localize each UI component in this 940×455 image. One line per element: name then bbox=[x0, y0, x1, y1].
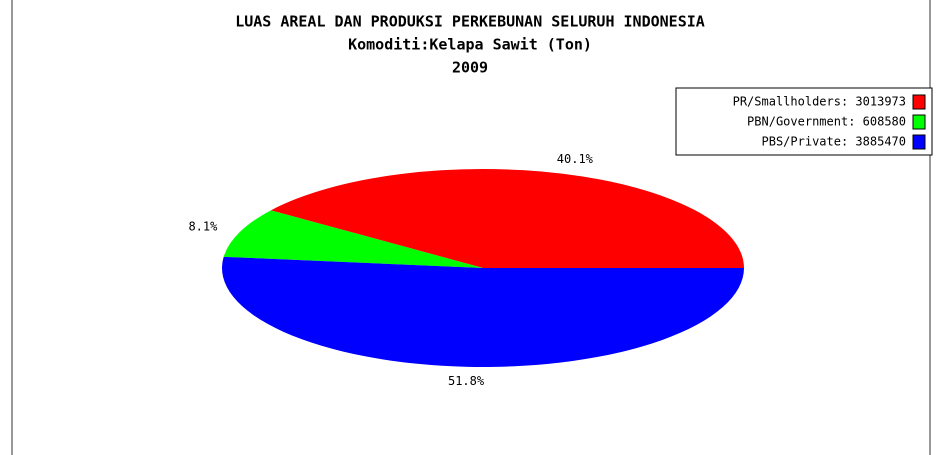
legend-label: PR/Smallholders: 3013973 bbox=[733, 95, 906, 109]
legend-swatch bbox=[912, 134, 926, 150]
legend-box bbox=[675, 87, 933, 156]
chart-year: 2009 bbox=[452, 59, 488, 77]
data-label: 8.1% bbox=[188, 220, 218, 234]
pie-slice bbox=[270, 168, 744, 268]
legend-swatch bbox=[912, 114, 926, 130]
legend-label: PBS/Private: 3885470 bbox=[762, 135, 907, 149]
pie: 40.1% 8.1% 51.8% bbox=[188, 152, 744, 388]
chart-title: LUAS AREAL DAN PRODUKSI PERKEBUNAN SELUR… bbox=[235, 13, 705, 31]
legend-label: PBN/Government: 608580 bbox=[747, 115, 906, 129]
data-label: 40.1% bbox=[557, 152, 594, 166]
data-label: 51.8% bbox=[448, 374, 485, 388]
pie-slice bbox=[222, 256, 744, 367]
legend-swatch bbox=[912, 94, 926, 110]
legend: PR/Smallholders: 3013973 PBN/Government: … bbox=[733, 94, 926, 150]
pie-slice bbox=[223, 210, 483, 268]
chart-subtitle: Komoditi:Kelapa Sawit (Ton) bbox=[348, 36, 592, 54]
